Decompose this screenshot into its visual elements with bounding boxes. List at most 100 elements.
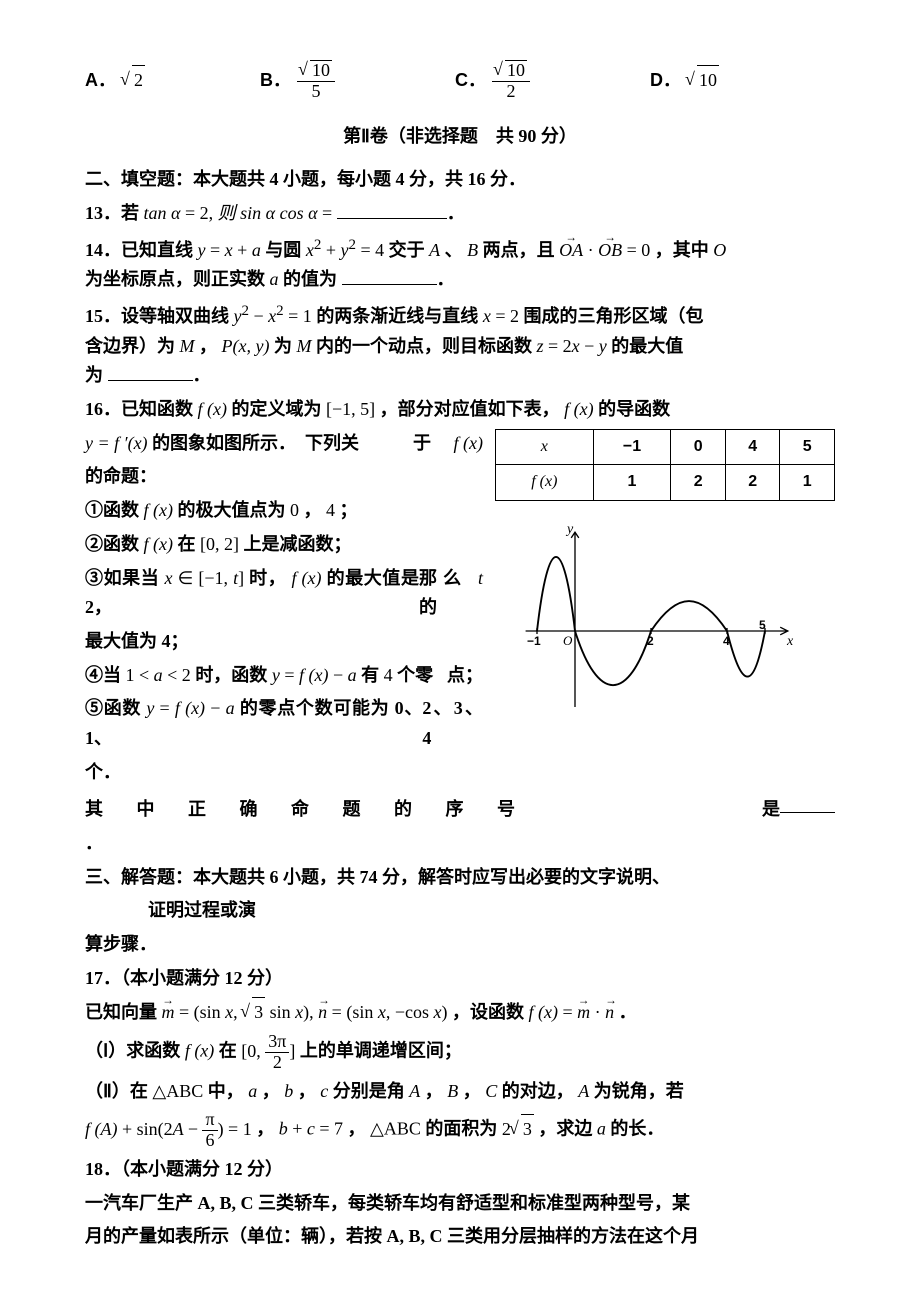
- q16-th-3: 4: [725, 429, 780, 464]
- q14-t2: 交于: [389, 240, 425, 260]
- q15-l2b: ，: [199, 336, 217, 356]
- q15-P: P(x, y): [222, 336, 270, 356]
- q16-p1b: f (x): [144, 500, 173, 520]
- q13-num: 13．若: [85, 203, 139, 223]
- sp3: 确: [240, 795, 258, 825]
- q13-blank: [337, 201, 447, 219]
- q17-p1c: 在: [219, 1041, 237, 1061]
- q16-p4e: 有: [361, 665, 379, 685]
- q16-t2: ，部分对应值如下表，: [380, 399, 560, 419]
- q16-table: x −1 0 4 5 f (x) 1 2 2 1: [495, 429, 835, 501]
- sp5: 题: [343, 795, 361, 825]
- q16-p4: ④当 1 < a < 2 时，函数 y = f (x) − a 有 4 个零 点…: [85, 661, 483, 691]
- q16-p4f: 4: [384, 665, 393, 685]
- q15-x-eq: x = 2: [483, 306, 524, 326]
- q14-vec-eq: OA · OB = 0: [559, 240, 650, 260]
- q13-expr: tan α = 2, 则 sin α cos α =: [144, 203, 333, 223]
- q16-p5f: 个．: [85, 758, 835, 788]
- q17-p1: （Ⅰ）求函数 f (x) 在 [0, 3π2] 上的单调递增区间；: [85, 1032, 835, 1073]
- q16-th-2: 0: [671, 429, 726, 464]
- q16-p2d: [0, 2]: [200, 534, 239, 554]
- q17-p3: f (A) + sin(2A − π6) = 1 ， b + c = 7 ， △…: [85, 1110, 835, 1151]
- q16-p1f: 4: [326, 500, 335, 520]
- q14-A: A: [429, 240, 440, 260]
- q17-a2: a: [597, 1119, 606, 1139]
- q15-t1: 的两条渐近线与直线: [316, 306, 478, 326]
- q16-p3h: 的: [419, 597, 437, 617]
- q17-C: C: [485, 1081, 497, 1101]
- q16-th-x: x: [496, 429, 594, 464]
- q16-r2-1: 1: [593, 465, 671, 500]
- q16-p1a: ①函数: [85, 500, 139, 520]
- q14-t4: ，其中: [655, 240, 709, 260]
- q17-B: B: [447, 1081, 458, 1101]
- svg-text:y: y: [565, 522, 574, 537]
- option-d-label: D．: [650, 66, 681, 96]
- q18-l2: 月的产量如表所示（单位：辆），若按 A, B, C 三类用分层抽样的方法在这个月: [85, 1222, 835, 1252]
- heading-solve-c: 算步骤．: [85, 930, 835, 960]
- q16: 16．已知函数 f (x) 的定义域为 [−1, 5] ，部分对应值如下表， f…: [85, 395, 835, 859]
- q14: 14．已知直线 y = x + a 与圆 x2 + y2 = 4 交于 A 、 …: [85, 233, 835, 295]
- q16-l2b: 的图象如图所示． 下列关: [152, 433, 359, 453]
- q17-line1: 已知向量 m = (sin x, 3 sin x), n = (sin x, −…: [85, 997, 835, 1028]
- q17-p3e: ，求边: [538, 1119, 592, 1139]
- q17-t2: ，设函数: [452, 1002, 524, 1022]
- mc-option-row: A． 2 B． 10 5 C． 10 2 D． 10: [85, 60, 835, 102]
- q14-t1: 与圆: [265, 240, 301, 260]
- option-c-label: C．: [455, 66, 486, 96]
- q17-p2b: 中，: [208, 1081, 244, 1101]
- sp0: 其: [85, 795, 103, 825]
- sp8: 号: [497, 795, 515, 825]
- q17-p3f: 的长．: [610, 1119, 664, 1139]
- option-a: A． 2: [85, 60, 145, 102]
- q16-p1g: ；: [339, 500, 357, 520]
- svg-text:−1: −1: [527, 634, 541, 648]
- q17-tri2: △ABC: [370, 1119, 421, 1139]
- q17-p1f: 上的单调递增区间；: [300, 1041, 462, 1061]
- option-b-label: B．: [260, 66, 291, 96]
- q16-p1c: 的极大值点为: [177, 500, 285, 520]
- q15-l2e: 的最大值: [611, 336, 683, 356]
- q15-z-eq: z = 2x − y: [536, 336, 611, 356]
- q16-dom: [−1, 5]: [326, 399, 375, 419]
- q18-l1: 一汽车厂生产 A, B, C 三类轿车，每类轿车均有舒适型和标准型两种型号，某: [85, 1189, 835, 1219]
- q17-c3: ，: [425, 1081, 443, 1101]
- q16-r2-4: 1: [780, 465, 835, 500]
- heading-solve-b: 证明过程或演: [85, 896, 835, 926]
- q17-p2e: 为锐角，若: [594, 1081, 684, 1101]
- table-row: x −1 0 4 5: [496, 429, 835, 464]
- q14-l2: 为坐标原点，则正实数: [85, 269, 265, 289]
- q17-c1: ，: [262, 1081, 280, 1101]
- q15-M1: M: [180, 336, 195, 356]
- q16-blank: [780, 795, 835, 813]
- q17-c2: ，: [298, 1081, 316, 1101]
- q17-c: c: [320, 1081, 328, 1101]
- q15-pre: 15．设等轴双曲线: [85, 306, 229, 326]
- svg-text:2: 2: [647, 634, 654, 648]
- q17-p3-eq: f (A) + sin(2A − π6) = 1: [85, 1119, 252, 1139]
- q14-period: ．: [437, 269, 455, 289]
- q16-p1e: ，: [303, 500, 321, 520]
- q16-p4g: 个零: [397, 665, 433, 685]
- q17-A: A: [409, 1081, 420, 1101]
- q15-l2a: 含边界）为: [85, 336, 175, 356]
- q16-p3b: x ∈ [−1, t]: [164, 568, 244, 588]
- q16-t3: 的导函数: [598, 399, 670, 419]
- q17-p2: （Ⅱ）在 △ABC 中， a ， b ， c 分别是角 A ， B ， C 的对…: [85, 1077, 835, 1107]
- q18-head: 18．（本小题满分 12 分）: [85, 1155, 835, 1185]
- q16-fx2: f (x): [564, 399, 593, 419]
- q16-t1: 的定义域为: [231, 399, 321, 419]
- svg-text:5: 5: [759, 618, 766, 632]
- q15-M2: M: [296, 336, 311, 356]
- q17-A2: A: [578, 1081, 589, 1101]
- table-row: f (x) 1 2 2 1: [496, 465, 835, 500]
- q14-B: B: [467, 240, 478, 260]
- q16-r2-3: 2: [725, 465, 780, 500]
- q14-circle-eq: x2 + y2 = 4: [306, 240, 389, 260]
- q16-period: ．: [85, 829, 835, 859]
- q16-p3g: t: [478, 568, 483, 588]
- q16-r2-2: 2: [671, 465, 726, 500]
- q16-p4c: 时，函数: [195, 665, 267, 685]
- option-a-value: 2: [122, 65, 145, 96]
- q16-pre: 16．已知函数: [85, 399, 193, 419]
